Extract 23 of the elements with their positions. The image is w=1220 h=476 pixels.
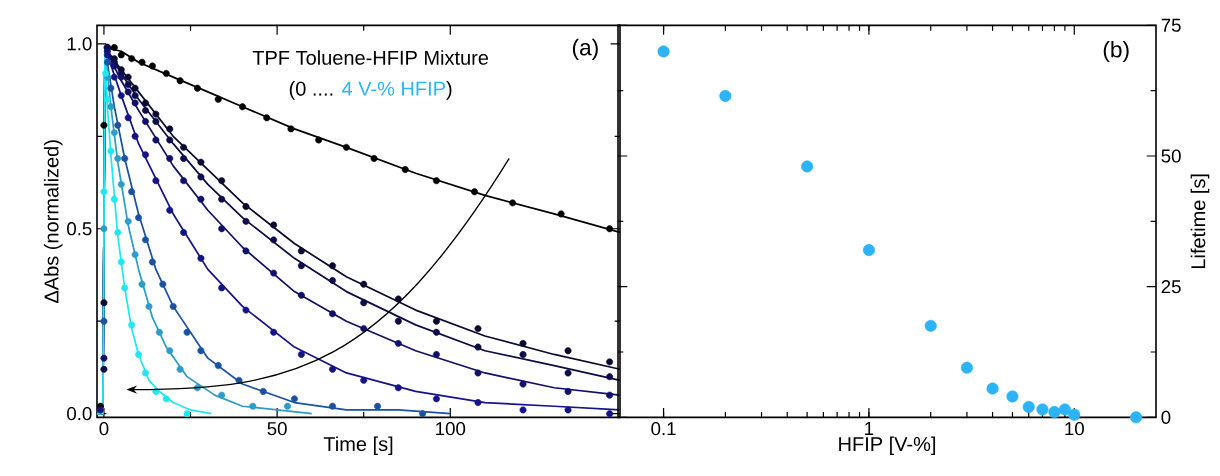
x-tick-label: 0.1 [651, 422, 676, 436]
y-tick-label: 0 [1161, 410, 1171, 424]
annotation: (a) [572, 38, 598, 60]
y-tick-label: 1.0 [67, 37, 92, 51]
x-axis-title: HFIP [V-%] [839, 436, 936, 456]
y-tick-label: 75 [1161, 18, 1181, 32]
y-tick-label: 25 [1161, 280, 1181, 294]
annotation: (0 .... [289, 81, 333, 100]
y-tick-label: 0.0 [67, 407, 92, 421]
x-tick-label: 10 [1065, 422, 1084, 436]
x-axis-title: Time [s] [323, 436, 393, 456]
annotation: TPF Toluene-HFIP Mixture [252, 50, 489, 65]
x-tick-label: 50 [267, 422, 287, 436]
annotation: 4 V-% HFIP [342, 81, 445, 96]
y-axis-title: Lifetime [s] [1190, 174, 1210, 269]
y-tick-label: 50 [1161, 149, 1181, 163]
x-tick-label: 0 [99, 422, 109, 436]
y-axis-title: ΔAbs (normalized) [43, 140, 63, 304]
annotation: ) [446, 81, 452, 100]
x-tick-label: 1 [865, 422, 874, 435]
annotation: (b) [1103, 40, 1129, 63]
y-tick-label: 0.5 [67, 222, 92, 236]
x-tick-label: 100 [436, 422, 466, 436]
